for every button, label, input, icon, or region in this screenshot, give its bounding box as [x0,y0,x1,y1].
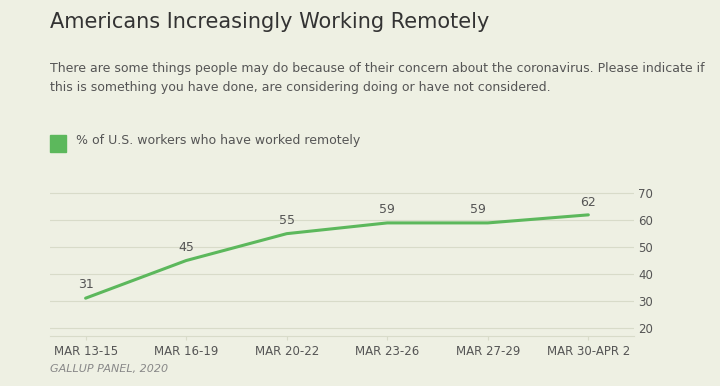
Text: % of U.S. workers who have worked remotely: % of U.S. workers who have worked remote… [76,134,360,147]
Text: Americans Increasingly Working Remotely: Americans Increasingly Working Remotely [50,12,490,32]
Text: 59: 59 [470,203,486,216]
Text: 31: 31 [78,278,94,291]
Text: 55: 55 [279,214,294,227]
Text: There are some things people may do because of their concern about the coronavir: There are some things people may do beca… [50,62,705,94]
Text: 62: 62 [580,196,596,210]
Text: GALLUP PANEL, 2020: GALLUP PANEL, 2020 [50,364,168,374]
Text: 45: 45 [179,241,194,254]
Text: 59: 59 [379,203,395,216]
